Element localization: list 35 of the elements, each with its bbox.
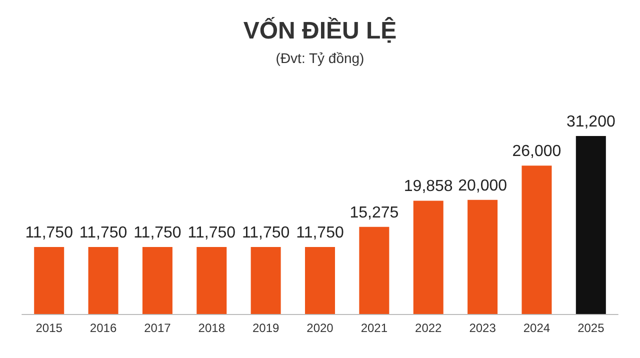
x-tick-label: 2025: [578, 321, 605, 335]
bar: [413, 200, 444, 314]
x-tick-label: 2018: [198, 321, 226, 335]
bar: [305, 246, 335, 314]
x-tick-label: 2024: [523, 321, 550, 335]
bar: [88, 246, 118, 314]
x-tick-label: 2020: [306, 321, 334, 335]
bar: [196, 246, 227, 314]
data-label: 19,858: [404, 178, 453, 196]
x-tick-label: 2015: [36, 321, 63, 335]
data-label: 31,200: [566, 114, 616, 130]
bar: [576, 136, 606, 314]
data-label: 15,275: [350, 204, 399, 222]
bar: [522, 166, 552, 314]
chart-subtitle: (Đvt: Tỷ đồng): [276, 50, 364, 66]
data-label: 11,750: [79, 224, 128, 242]
bar: [34, 246, 64, 314]
data-label: 11,750: [188, 224, 236, 242]
bar: [250, 246, 281, 314]
data-label: 11,750: [25, 224, 74, 242]
x-tick-label: 2022: [415, 321, 442, 335]
x-tick-label: 2017: [144, 321, 172, 335]
data-label: 11,750: [134, 224, 182, 242]
bar: [359, 226, 390, 314]
data-label: 11,750: [242, 224, 290, 242]
bar: [468, 200, 498, 314]
data-label: 26,000: [512, 143, 562, 160]
data-label: 20,000: [458, 177, 508, 194]
chart-title: VỐN ĐIỀU LỆ: [243, 16, 397, 44]
x-tick-label: 2016: [90, 321, 117, 335]
x-tick-label: 2023: [469, 321, 496, 335]
data-label: 11,750: [296, 224, 344, 242]
bar: [142, 246, 172, 314]
x-tick-label: 2021: [360, 321, 388, 335]
x-tick-label: 2019: [252, 321, 280, 335]
